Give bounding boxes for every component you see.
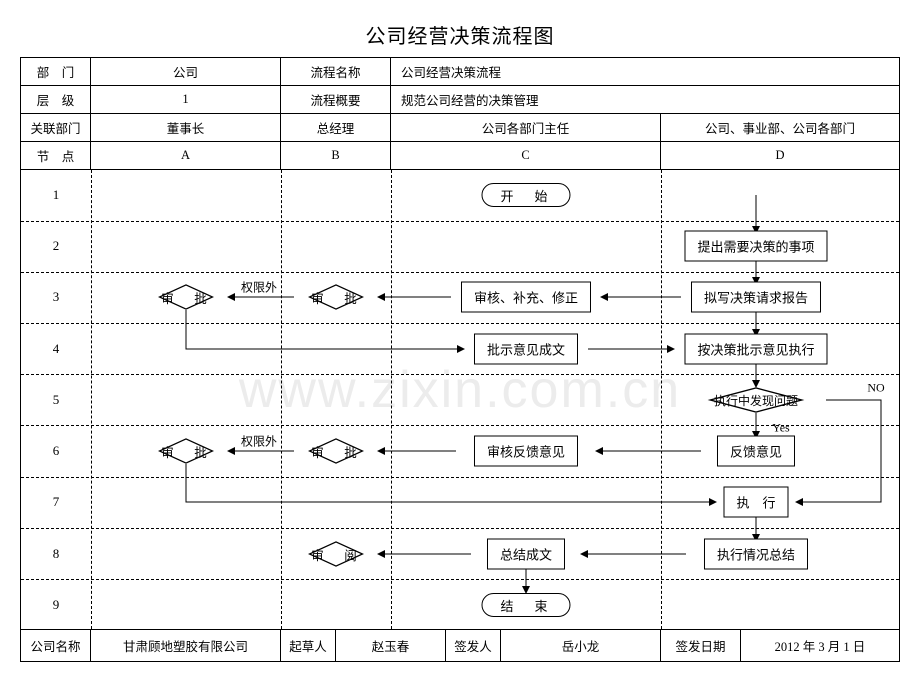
node-start: 开 始 — [481, 183, 570, 207]
row-label: 8 — [21, 546, 91, 562]
footer-cell: 岳小龙 — [501, 630, 661, 662]
hdr-val: 总经理 — [281, 114, 391, 142]
edge-label: 权限外 — [241, 433, 277, 450]
row-label: 7 — [21, 494, 91, 510]
node-n4d: 按决策批示意见执行 — [684, 334, 827, 365]
row-label: 9 — [21, 597, 91, 613]
footer-table: 公司名称 甘肃顾地塑胶有限公司 起草人 赵玉春 签发人 岳小龙 签发日期 201… — [20, 630, 900, 662]
footer-cell: 2012 年 3 月 1 日 — [741, 630, 900, 662]
hdr-val: 规范公司经营的决策管理 — [391, 86, 900, 114]
node-n8d: 执行情况总结 — [704, 539, 808, 570]
hdr-label: 流程名称 — [281, 58, 391, 86]
row-label: 4 — [21, 341, 91, 357]
header-row-1: 部 门 公司 流程名称 公司经营决策流程 — [21, 58, 900, 86]
footer-cell: 签发人 — [446, 630, 501, 662]
node-n3b: 审 批 — [296, 284, 376, 310]
hdr-val: 公司经营决策流程 — [391, 58, 900, 86]
footer-cell: 签发日期 — [661, 630, 741, 662]
col-divider — [91, 170, 92, 629]
node-n5: 执行中发现问题 — [716, 387, 796, 413]
row-label: 2 — [21, 238, 91, 254]
hdr-val: 1 — [91, 86, 281, 114]
node-n3d: 拟写决策请求报告 — [691, 282, 821, 313]
node-n2: 提出需要决策的事项 — [684, 231, 827, 262]
col-divider — [281, 170, 282, 629]
row-divider — [21, 272, 899, 273]
hdr-val: 公司、事业部、公司各部门 — [661, 114, 900, 142]
node-n6d: 反馈意见 — [717, 436, 795, 467]
hdr-label: 流程概要 — [281, 86, 391, 114]
node-n8b: 审 阅 — [296, 541, 376, 567]
col-divider — [391, 170, 392, 629]
watermark: www.zixin.com.cn — [239, 360, 681, 420]
row-divider — [21, 528, 899, 529]
node-n7: 执 行 — [723, 487, 788, 518]
header-row-3: 关联部门 董事长 总经理 公司各部门主任 公司、事业部、公司各部门 — [21, 114, 900, 142]
footer-cell: 赵玉春 — [336, 630, 446, 662]
node-n6c: 审核反馈意见 — [474, 436, 578, 467]
row-divider — [21, 425, 899, 426]
row-divider — [21, 221, 899, 222]
hdr-label: 节 点 — [21, 142, 91, 170]
hdr-val: 公司各部门主任 — [391, 114, 661, 142]
hdr-val: C — [391, 142, 661, 170]
header-row-4: 节 点 A B C D — [21, 142, 900, 170]
row-divider — [21, 323, 899, 324]
hdr-label: 部 门 — [21, 58, 91, 86]
edge-label: 权限外 — [241, 279, 277, 296]
header-table: 部 门 公司 流程名称 公司经营决策流程 层 级 1 流程概要 规范公司经营的决… — [20, 57, 900, 170]
hdr-label: 层 级 — [21, 86, 91, 114]
edge-label: NO — [867, 381, 884, 396]
node-n4c: 批示意见成文 — [474, 334, 578, 365]
row-label: 3 — [21, 289, 91, 305]
node-n6a: 审 批 — [146, 438, 226, 464]
row-label: 5 — [21, 392, 91, 408]
row-divider — [21, 477, 899, 478]
node-n3a: 审 批 — [146, 284, 226, 310]
footer-cell: 甘肃顾地塑胶有限公司 — [91, 630, 281, 662]
hdr-val: 董事长 — [91, 114, 281, 142]
node-n8c: 总结成文 — [487, 539, 565, 570]
node-n3c: 审核、补充、修正 — [461, 282, 591, 313]
row-divider — [21, 579, 899, 580]
footer-cell: 公司名称 — [21, 630, 91, 662]
page-title: 公司经营决策流程图 — [20, 20, 900, 49]
hdr-val: B — [281, 142, 391, 170]
header-row-2: 层 级 1 流程概要 规范公司经营的决策管理 — [21, 86, 900, 114]
hdr-val: D — [661, 142, 900, 170]
row-label: 6 — [21, 443, 91, 459]
row-divider — [21, 374, 899, 375]
node-n6b: 审 批 — [296, 438, 376, 464]
hdr-val: 公司 — [91, 58, 281, 86]
edge-label: Yes — [772, 421, 789, 436]
hdr-label: 关联部门 — [21, 114, 91, 142]
row-label: 1 — [21, 187, 91, 203]
hdr-val: A — [91, 142, 281, 170]
col-divider — [661, 170, 662, 629]
node-end: 结 束 — [481, 593, 570, 617]
flowchart-area: www.zixin.com.cn 1 2 3 4 5 6 7 8 9 开 始提出需要决策的事项审 … — [20, 170, 900, 630]
footer-cell: 起草人 — [281, 630, 336, 662]
